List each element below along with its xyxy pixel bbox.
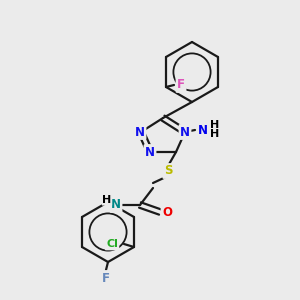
Text: N: N	[180, 125, 190, 139]
Text: H: H	[210, 120, 219, 130]
Text: O: O	[162, 206, 172, 218]
Text: N: N	[198, 124, 208, 136]
Text: N: N	[145, 146, 155, 158]
Text: Cl: Cl	[106, 239, 118, 249]
Text: S: S	[164, 164, 172, 178]
Text: F: F	[102, 272, 110, 284]
Text: N: N	[111, 199, 121, 212]
Text: N: N	[135, 125, 145, 139]
Text: H: H	[102, 195, 112, 205]
Text: F: F	[177, 79, 185, 92]
Text: H: H	[210, 129, 219, 139]
